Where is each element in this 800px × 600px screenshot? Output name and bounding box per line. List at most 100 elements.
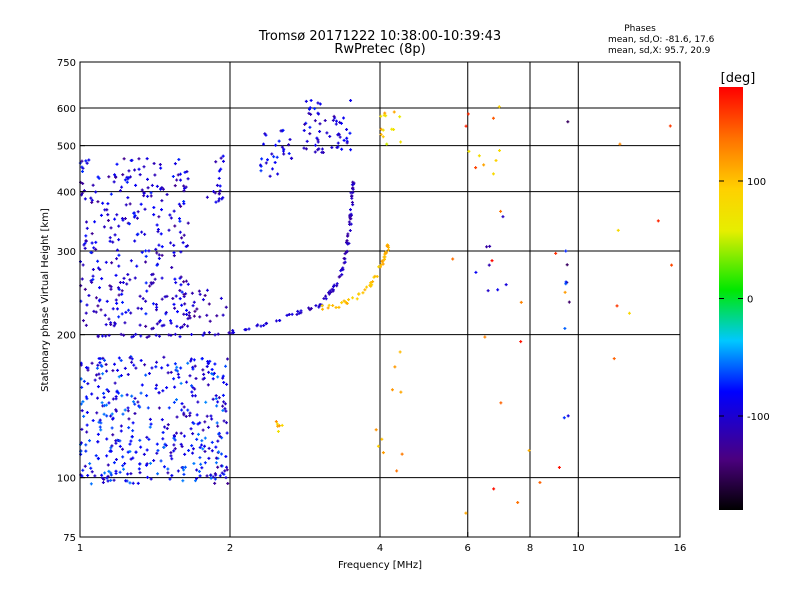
- data-point: [111, 307, 115, 311]
- data-point: [221, 159, 225, 163]
- data-point: [492, 487, 496, 491]
- data-point: [94, 373, 98, 377]
- data-point: [94, 296, 98, 300]
- data-point: [80, 193, 84, 197]
- data-point: [132, 400, 136, 404]
- data-point: [81, 400, 85, 404]
- data-point: [123, 178, 127, 182]
- data-point: [105, 476, 109, 480]
- data-point: [193, 479, 197, 483]
- data-point: [195, 307, 199, 311]
- data-point: [121, 464, 125, 468]
- data-point: [117, 293, 121, 297]
- data-point: [85, 423, 89, 427]
- data-point: [157, 243, 161, 247]
- data-point: [178, 335, 182, 339]
- data-point: [91, 274, 95, 278]
- data-point: [107, 175, 111, 179]
- data-point: [115, 213, 119, 217]
- data-point: [124, 479, 128, 483]
- data-point: [174, 431, 178, 435]
- data-point: [155, 322, 159, 326]
- data-point: [205, 414, 209, 418]
- data-point: [309, 98, 313, 102]
- data-point: [137, 157, 141, 161]
- data-point: [191, 451, 195, 455]
- data-point: [104, 323, 108, 327]
- data-point: [519, 340, 523, 344]
- data-point: [87, 293, 91, 297]
- data-point: [179, 366, 183, 370]
- data-point: [80, 159, 84, 163]
- data-point: [107, 469, 111, 473]
- data-point: [343, 260, 347, 264]
- data-point: [138, 471, 142, 475]
- data-point: [175, 178, 179, 182]
- data-point: [169, 319, 173, 323]
- data-point: [144, 299, 148, 303]
- data-point: [167, 333, 171, 337]
- data-point: [172, 436, 176, 440]
- data-point: [165, 192, 169, 196]
- data-point: [318, 102, 322, 106]
- data-point: [180, 325, 184, 329]
- data-point: [206, 383, 210, 387]
- data-point: [126, 472, 130, 476]
- data-point: [159, 187, 163, 191]
- data-point: [335, 119, 339, 123]
- data-point: [494, 159, 498, 163]
- data-point: [120, 312, 124, 316]
- data-point: [130, 360, 134, 364]
- data-point: [185, 308, 189, 312]
- data-point: [104, 363, 108, 367]
- data-point: [122, 333, 126, 337]
- data-point: [225, 357, 229, 361]
- data-point: [219, 452, 223, 456]
- data-point: [363, 288, 367, 292]
- data-point: [219, 296, 223, 300]
- data-point: [105, 369, 109, 373]
- data-point: [169, 451, 173, 455]
- data-point: [213, 481, 217, 485]
- data-point: [304, 99, 308, 103]
- data-point: [92, 246, 96, 250]
- data-point: [133, 239, 137, 243]
- data-point: [499, 209, 503, 213]
- data-point: [118, 470, 122, 474]
- data-point: [204, 400, 208, 404]
- data-point: [144, 324, 148, 328]
- data-point: [91, 419, 95, 423]
- data-point: [221, 154, 225, 158]
- data-point: [154, 308, 158, 312]
- data-point: [160, 276, 164, 280]
- data-point: [320, 304, 324, 308]
- data-point: [140, 383, 144, 387]
- data-point: [123, 321, 127, 325]
- data-point: [488, 244, 492, 248]
- data-point: [160, 418, 164, 422]
- data-point: [157, 215, 161, 219]
- data-point: [175, 310, 179, 314]
- data-point: [191, 447, 195, 451]
- data-point: [177, 202, 181, 206]
- data-point: [118, 189, 122, 193]
- data-point: [97, 420, 101, 424]
- data-point: [200, 356, 204, 360]
- data-point: [349, 191, 353, 195]
- data-point: [105, 388, 109, 392]
- data-point: [114, 471, 118, 475]
- data-point: [184, 292, 188, 296]
- data-point: [80, 277, 84, 281]
- data-point: [212, 190, 216, 194]
- data-point: [202, 376, 206, 380]
- data-point: [351, 187, 355, 191]
- data-point: [191, 304, 195, 308]
- data-point: [89, 482, 93, 486]
- data-point: [187, 314, 191, 318]
- data-point: [163, 425, 167, 429]
- data-point: [256, 323, 260, 327]
- data-point: [129, 259, 133, 263]
- data-point: [117, 287, 121, 291]
- data-point: [115, 307, 119, 311]
- data-point: [498, 149, 502, 153]
